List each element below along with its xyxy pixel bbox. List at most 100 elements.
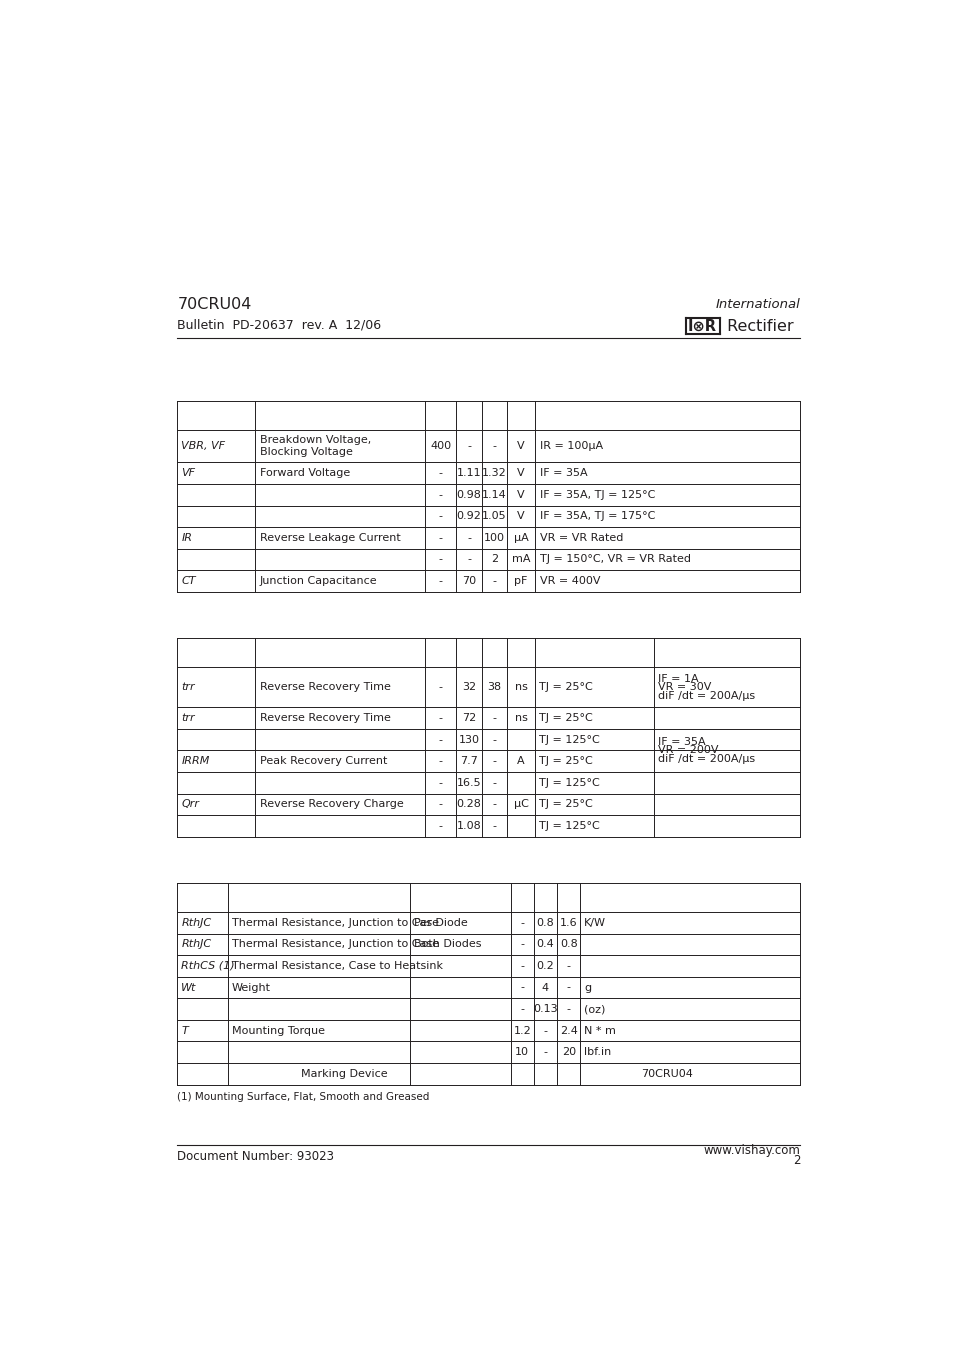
Text: -: - bbox=[438, 735, 442, 744]
Text: 1.6: 1.6 bbox=[559, 917, 577, 928]
Text: IRRM: IRRM bbox=[181, 757, 210, 766]
Text: 7.7: 7.7 bbox=[459, 757, 477, 766]
Text: -: - bbox=[467, 532, 471, 543]
Text: 1.11: 1.11 bbox=[456, 469, 481, 478]
Text: 1.05: 1.05 bbox=[481, 511, 506, 521]
Text: K/W: K/W bbox=[583, 917, 605, 928]
Text: IF = 35A, TJ = 125°C: IF = 35A, TJ = 125°C bbox=[539, 490, 655, 500]
Text: -: - bbox=[492, 821, 496, 831]
Text: Document Number: 93023: Document Number: 93023 bbox=[177, 1150, 334, 1163]
Text: -: - bbox=[566, 961, 570, 971]
Text: -: - bbox=[438, 554, 442, 565]
Text: -: - bbox=[438, 713, 442, 723]
Text: I⊗R: I⊗R bbox=[686, 319, 716, 334]
Text: -: - bbox=[519, 917, 524, 928]
Text: -: - bbox=[543, 1025, 547, 1036]
Text: N * m: N * m bbox=[583, 1025, 616, 1036]
Text: Qrr: Qrr bbox=[181, 800, 199, 809]
Text: TJ = 125°C: TJ = 125°C bbox=[538, 821, 599, 831]
Text: TJ = 25°C: TJ = 25°C bbox=[538, 757, 593, 766]
Text: Mounting Torque: Mounting Torque bbox=[232, 1025, 324, 1036]
Text: IF = 35A: IF = 35A bbox=[658, 736, 705, 747]
Text: TJ = 125°C: TJ = 125°C bbox=[538, 778, 599, 788]
Text: T: T bbox=[181, 1025, 188, 1036]
Text: TJ = 125°C: TJ = 125°C bbox=[538, 735, 599, 744]
Text: -: - bbox=[566, 1004, 570, 1015]
Text: RthJC: RthJC bbox=[181, 917, 212, 928]
Text: IF = 35A: IF = 35A bbox=[539, 469, 587, 478]
Text: Reverse Leakage Current: Reverse Leakage Current bbox=[259, 532, 400, 543]
Text: 20: 20 bbox=[561, 1047, 576, 1058]
Text: RthJC: RthJC bbox=[181, 939, 212, 950]
Text: -: - bbox=[438, 821, 442, 831]
Text: 130: 130 bbox=[458, 735, 479, 744]
Text: IR: IR bbox=[181, 532, 193, 543]
Text: VF: VF bbox=[181, 469, 195, 478]
Text: -: - bbox=[438, 511, 442, 521]
Text: 0.8: 0.8 bbox=[536, 917, 554, 928]
Text: pF: pF bbox=[514, 576, 527, 586]
Text: -: - bbox=[519, 939, 524, 950]
Text: VR = 30V: VR = 30V bbox=[658, 682, 711, 692]
Text: International: International bbox=[715, 299, 800, 311]
Text: -: - bbox=[492, 735, 496, 744]
Text: 1.32: 1.32 bbox=[481, 469, 506, 478]
Text: ns: ns bbox=[514, 682, 527, 692]
Text: -: - bbox=[519, 961, 524, 971]
Text: -: - bbox=[438, 490, 442, 500]
Text: IR = 100μA: IR = 100μA bbox=[539, 442, 602, 451]
Text: 0.2: 0.2 bbox=[536, 961, 554, 971]
Text: V: V bbox=[517, 490, 524, 500]
Text: -: - bbox=[438, 757, 442, 766]
Text: TJ = 25°C: TJ = 25°C bbox=[538, 713, 593, 723]
Text: Thermal Resistance, Junction to Case: Thermal Resistance, Junction to Case bbox=[232, 917, 438, 928]
Text: trr: trr bbox=[181, 713, 194, 723]
Text: Blocking Voltage: Blocking Voltage bbox=[259, 447, 352, 458]
Text: A: A bbox=[517, 757, 524, 766]
Text: -: - bbox=[438, 778, 442, 788]
Text: Weight: Weight bbox=[232, 982, 271, 993]
Text: -: - bbox=[467, 442, 471, 451]
Text: 100: 100 bbox=[483, 532, 504, 543]
Text: Peak Recovery Current: Peak Recovery Current bbox=[259, 757, 387, 766]
Text: -: - bbox=[438, 800, 442, 809]
Text: Junction Capacitance: Junction Capacitance bbox=[259, 576, 376, 586]
Text: 72: 72 bbox=[461, 713, 476, 723]
Text: (1) Mounting Surface, Flat, Smooth and Greased: (1) Mounting Surface, Flat, Smooth and G… bbox=[177, 1092, 429, 1102]
Text: ns: ns bbox=[514, 713, 527, 723]
Text: -: - bbox=[492, 800, 496, 809]
Text: -: - bbox=[492, 757, 496, 766]
Text: 4: 4 bbox=[541, 982, 549, 993]
Text: lbf.in: lbf.in bbox=[583, 1047, 611, 1058]
Text: -: - bbox=[438, 532, 442, 543]
Text: -: - bbox=[519, 982, 524, 993]
Text: -: - bbox=[519, 1004, 524, 1015]
Text: 0.4: 0.4 bbox=[536, 939, 554, 950]
Text: Reverse Recovery Time: Reverse Recovery Time bbox=[259, 682, 390, 692]
Text: g: g bbox=[583, 982, 591, 993]
Text: -: - bbox=[543, 1047, 547, 1058]
Text: mA: mA bbox=[512, 554, 530, 565]
Text: Both Diodes: Both Diodes bbox=[414, 939, 480, 950]
Text: Thermal Resistance, Junction to Case: Thermal Resistance, Junction to Case bbox=[232, 939, 438, 950]
Text: 1.2: 1.2 bbox=[513, 1025, 531, 1036]
Text: RthCS (1): RthCS (1) bbox=[181, 961, 234, 971]
Text: Thermal Resistance, Case to Heatsink: Thermal Resistance, Case to Heatsink bbox=[232, 961, 442, 971]
Text: Wt: Wt bbox=[181, 982, 196, 993]
Text: 0.8: 0.8 bbox=[559, 939, 577, 950]
Text: Bulletin  PD-20637  rev. A  12/06: Bulletin PD-20637 rev. A 12/06 bbox=[177, 319, 381, 332]
Text: 2: 2 bbox=[792, 1154, 800, 1166]
Text: 1.14: 1.14 bbox=[481, 490, 506, 500]
Text: -: - bbox=[492, 713, 496, 723]
Text: CT: CT bbox=[181, 576, 195, 586]
Text: μC: μC bbox=[513, 800, 528, 809]
Text: VBR, VF: VBR, VF bbox=[181, 442, 225, 451]
Text: trr: trr bbox=[181, 682, 194, 692]
Text: Breakdown Voltage,: Breakdown Voltage, bbox=[259, 435, 371, 444]
Text: 70CRU04: 70CRU04 bbox=[177, 297, 252, 312]
Text: 0.13: 0.13 bbox=[533, 1004, 558, 1015]
Text: -: - bbox=[467, 554, 471, 565]
Text: TJ = 25°C: TJ = 25°C bbox=[538, 800, 593, 809]
Text: 10: 10 bbox=[515, 1047, 529, 1058]
Text: 70: 70 bbox=[461, 576, 476, 586]
